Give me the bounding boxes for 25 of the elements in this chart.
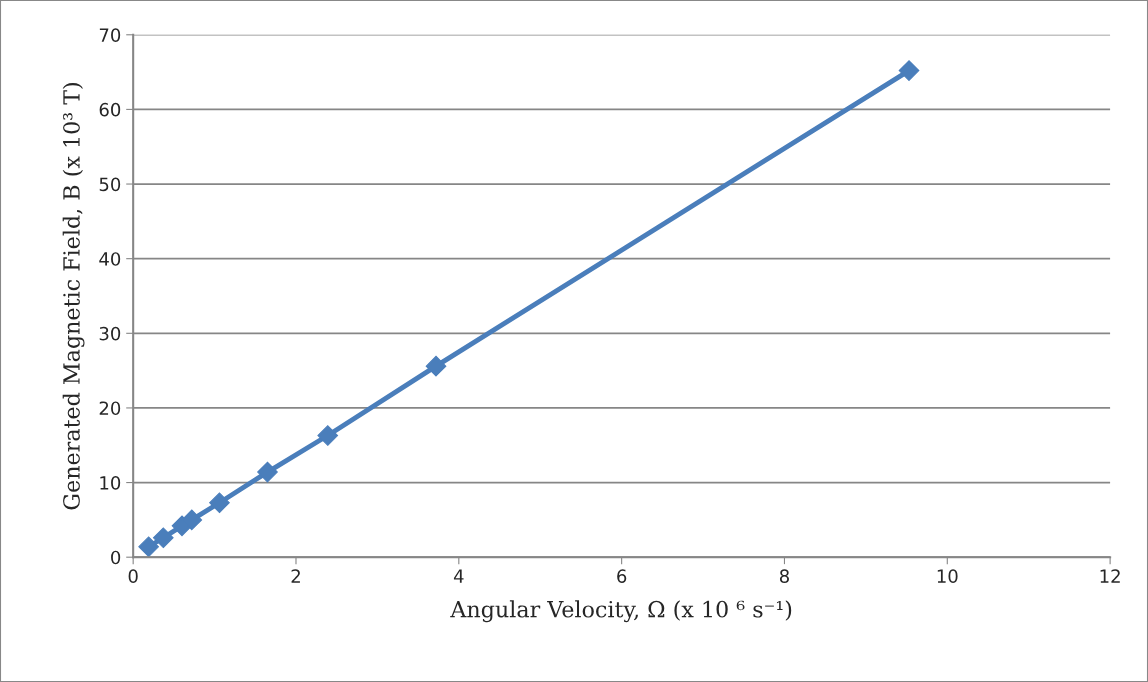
point [138, 536, 159, 558]
x-axis-title: Angular Velocity, Ω (x 10 ⁶ s⁻¹) [450, 600, 792, 623]
point [257, 461, 278, 483]
point [898, 60, 920, 81]
y-tick-label: 70 [99, 28, 121, 42]
y-tick-label: 30 [99, 326, 121, 341]
y-tick-label: 60 [99, 102, 121, 117]
x-tick-label: 8 [779, 569, 789, 583]
point [425, 355, 447, 377]
y-tick-label: 20 [99, 401, 121, 416]
y-tick-label: 50 [99, 177, 121, 192]
point [181, 509, 203, 531]
x-tick-label: 0 [128, 569, 138, 583]
x-tick-label: 10 [937, 569, 958, 583]
x-tick-label: 6 [617, 569, 627, 583]
y-tick-label: 40 [99, 252, 121, 266]
point [317, 425, 339, 446]
y-tick-label: 0 [111, 550, 121, 565]
y-tick-label: 10 [100, 476, 121, 490]
point [152, 527, 174, 549]
x-tick-label: 2 [291, 569, 300, 583]
point [209, 492, 230, 514]
y-axis-title: Generated Magnetic Field, B (x 10³ T) [62, 83, 85, 510]
x-tick-label: 12 [1100, 569, 1120, 583]
x-tick-label: 4 [453, 569, 464, 583]
